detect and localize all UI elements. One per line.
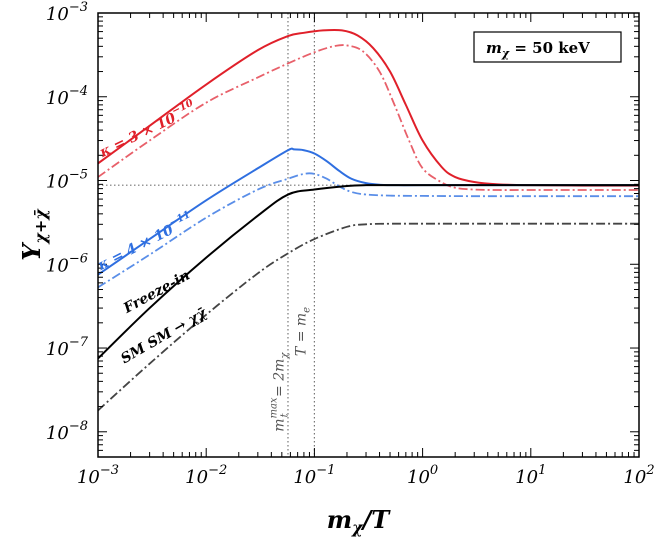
series-kappa-4e-11-dashdot — [98, 172, 639, 289]
y-axis-title: Yχ+χ̄ — [17, 208, 50, 261]
series-freeze-in-solid — [98, 184, 639, 360]
t-me-label: T = me — [294, 307, 313, 356]
y-tick-label-2: 10−6 — [46, 251, 88, 276]
x-axis-title: mχ/T — [327, 505, 392, 537]
series-kappa-3e-10-dashdot — [98, 44, 639, 191]
plot-frame — [97, 12, 640, 458]
y-tick-label-0: 10−8 — [46, 419, 88, 444]
mt-max-label: mmaxt = 2mχ — [269, 352, 291, 432]
x-tick-label-2: 10−1 — [293, 463, 335, 488]
series-sm-sm-dashdot — [98, 222, 639, 412]
mass-legend-sub: χ — [501, 47, 510, 60]
plot-area — [98, 13, 639, 457]
y-tick-label-5: 10−3 — [46, 0, 88, 25]
x-tick-label-5: 102 — [623, 463, 654, 488]
x-tick-label-1: 10−2 — [185, 463, 227, 488]
y-tick-label-1: 10−7 — [46, 335, 89, 360]
mass-legend-box: mχ = 50 keV — [473, 31, 622, 63]
y-tick-label-3: 10−5 — [46, 168, 88, 193]
x-tick-label-0: 10−3 — [77, 463, 119, 488]
y-tick-label-4: 10−4 — [46, 84, 88, 109]
mass-legend-m: m — [486, 39, 502, 57]
svg-text:mχ = 50 keV: mχ = 50 keV — [486, 39, 590, 60]
mass-legend-tail: = 50 keV — [509, 39, 590, 57]
x-tick-label-3: 100 — [407, 463, 438, 488]
mass-legend-frame — [473, 31, 622, 63]
x-tick-label-4: 101 — [515, 463, 546, 488]
